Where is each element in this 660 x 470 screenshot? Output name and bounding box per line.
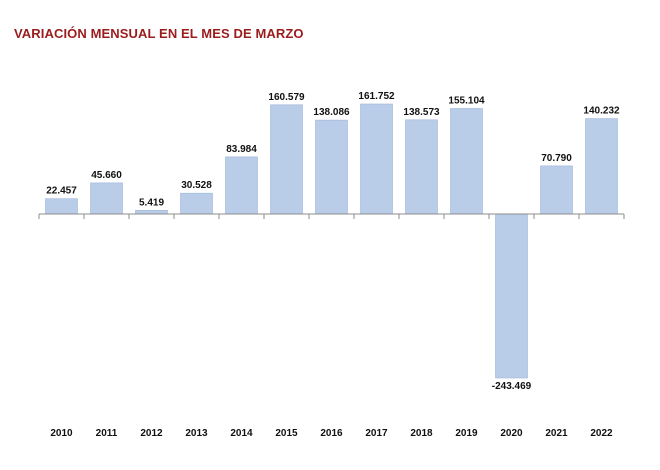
data-label-2016: 138.086 bbox=[313, 107, 350, 118]
category-label-2016: 2016 bbox=[320, 428, 343, 439]
data-label-2011: 45.660 bbox=[91, 170, 122, 181]
category-label-2010: 2010 bbox=[50, 428, 73, 439]
data-label-2017: 161.752 bbox=[358, 91, 395, 102]
labels-layer: 22.457 45.660 5.419 30.528 83.984 160.579 138.… bbox=[46, 91, 620, 392]
data-label-2015: 160.579 bbox=[268, 92, 305, 103]
axis-layer bbox=[38, 213, 625, 219]
bar-2012 bbox=[135, 210, 168, 215]
data-label-2022: 140.232 bbox=[583, 106, 620, 117]
bar-2010 bbox=[45, 198, 78, 215]
bar-2013 bbox=[180, 192, 213, 215]
bar-2021 bbox=[540, 165, 573, 215]
category-label-2012: 2012 bbox=[140, 428, 163, 439]
category-label-2017: 2017 bbox=[365, 428, 388, 439]
bar-2014 bbox=[225, 156, 258, 215]
category-label-2013: 2013 bbox=[185, 428, 208, 439]
data-label-2019: 155.104 bbox=[448, 96, 485, 107]
bar-2018 bbox=[405, 119, 438, 215]
category-label-2019: 2019 bbox=[455, 428, 478, 439]
category-labels-layer: 2010 2011 2012 2013 2014 2015 2016 2017 2018 2019… bbox=[50, 428, 613, 439]
data-label-2018: 138.573 bbox=[403, 107, 440, 118]
chart-title: VARIACIÓN MENSUAL EN EL MES DE MARZO bbox=[14, 26, 304, 41]
data-label-2021: 70.790 bbox=[541, 153, 572, 164]
data-label-2013: 30.528 bbox=[181, 180, 212, 191]
bars-layer bbox=[45, 103, 618, 379]
bar-2015 bbox=[270, 104, 303, 215]
bar-2017 bbox=[360, 103, 393, 215]
bar-2019 bbox=[450, 108, 483, 215]
bar-2022 bbox=[585, 118, 618, 215]
data-label-2010: 22.457 bbox=[46, 186, 77, 197]
category-label-2022: 2022 bbox=[590, 428, 613, 439]
data-label-2012: 5.419 bbox=[139, 197, 164, 208]
category-label-2020: 2020 bbox=[500, 428, 523, 439]
category-label-2015: 2015 bbox=[275, 428, 298, 439]
data-label-2014: 83.984 bbox=[226, 144, 257, 155]
data-label-2020: -243.469 bbox=[492, 381, 532, 392]
bar-2011 bbox=[90, 182, 123, 215]
bar-2020 bbox=[495, 213, 528, 379]
category-label-2018: 2018 bbox=[410, 428, 433, 439]
bar-2016 bbox=[315, 119, 348, 215]
category-label-2011: 2011 bbox=[96, 428, 118, 439]
category-label-2014: 2014 bbox=[230, 428, 253, 439]
category-label-2021: 2021 bbox=[545, 428, 568, 439]
